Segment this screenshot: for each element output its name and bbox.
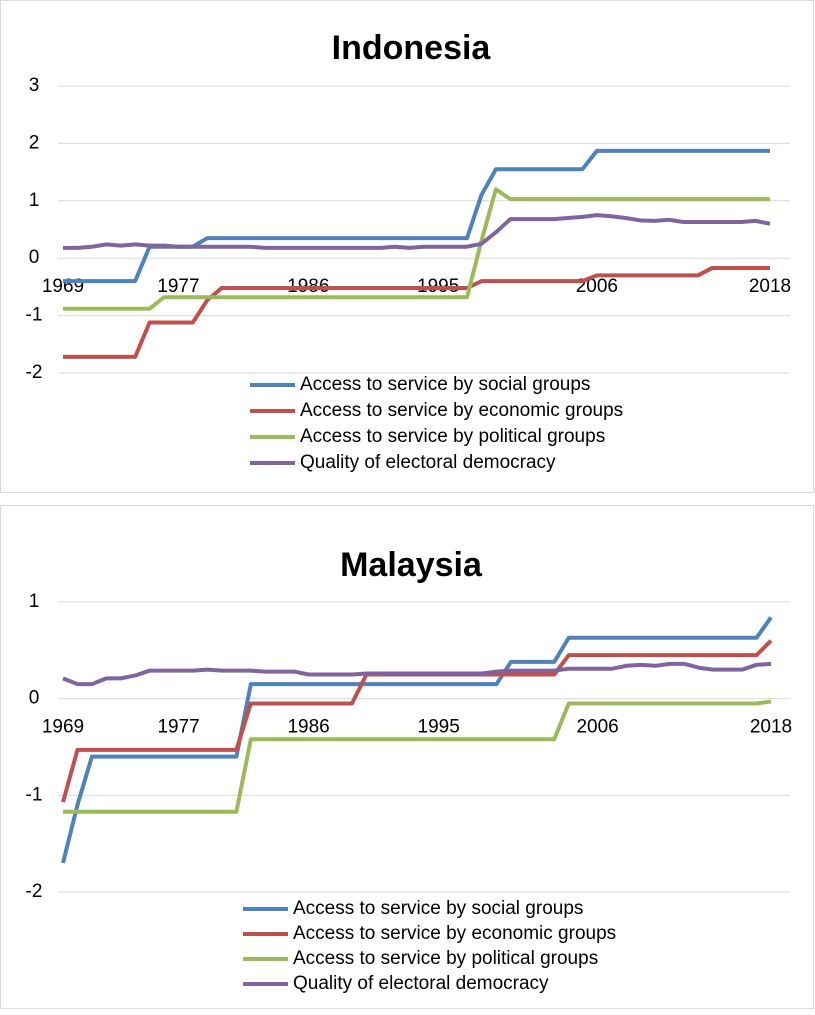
series-line	[63, 265, 770, 359]
y-tick-label: 0	[29, 247, 40, 268]
series-line	[63, 699, 772, 814]
y-tick-label: -2	[26, 881, 43, 902]
legend-label: Quality of electoral democracy	[300, 452, 556, 473]
legend-label: Access to service by economic groups	[300, 400, 623, 421]
y-tick-label: -1	[26, 305, 43, 326]
chart-title: Indonesia	[332, 29, 492, 67]
x-tick-label: 1995	[418, 717, 460, 738]
legend-label: Access to service by social groups	[300, 374, 590, 395]
legend-label: Access to service by economic groups	[293, 923, 616, 944]
series-line	[63, 213, 771, 250]
series-line	[63, 187, 770, 311]
x-tick-label: 2006	[576, 717, 618, 738]
legend-label: Access to service by political groups	[293, 948, 598, 969]
series-line	[61, 616, 773, 864]
x-tick-label: 2018	[749, 276, 791, 297]
x-tick-label: 2018	[750, 717, 792, 738]
x-tick-label: 1969	[42, 717, 84, 738]
y-tick-label: 1	[29, 591, 40, 612]
legend-label: Access to service by political groups	[300, 426, 605, 447]
y-tick-label: -2	[26, 362, 43, 383]
y-tick-label: 2	[29, 132, 40, 153]
series-line	[63, 148, 770, 284]
chart-title: Malaysia	[340, 546, 483, 584]
y-tick-label: -1	[26, 784, 43, 805]
x-tick-label: 1986	[287, 717, 329, 738]
chart-frame	[0, 0, 814, 493]
x-tick-label: 1977	[157, 717, 199, 738]
legend-label: Access to service by social groups	[293, 898, 583, 919]
y-tick-label: 0	[29, 688, 40, 709]
legend-label: Quality of electoral democracy	[293, 973, 549, 994]
y-tick-label: 1	[29, 190, 40, 211]
chart-frame	[0, 505, 814, 1009]
y-tick-label: 3	[29, 75, 40, 96]
x-tick-label: 1977	[157, 276, 199, 297]
series-line	[62, 661, 772, 687]
